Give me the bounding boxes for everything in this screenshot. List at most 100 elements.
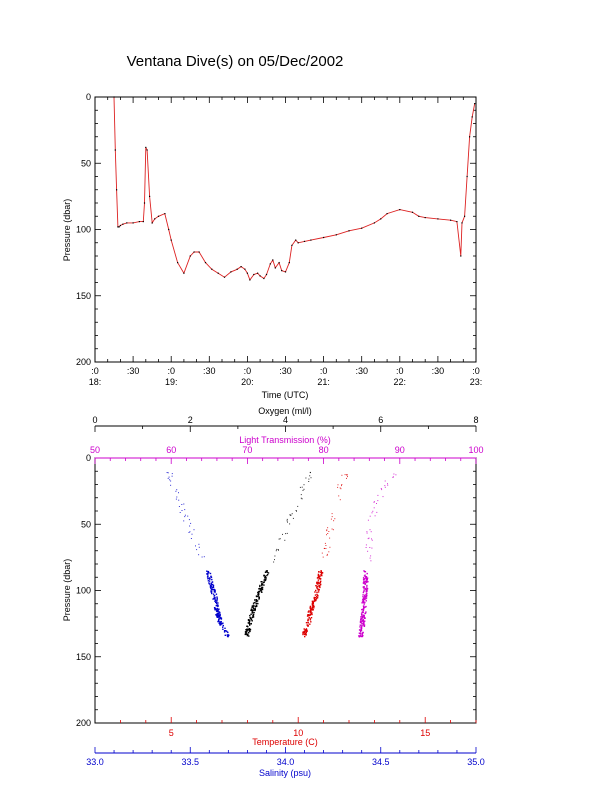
- data-point: [291, 244, 293, 246]
- temperature-point: [307, 624, 309, 626]
- oxygen-point: [275, 550, 277, 552]
- data-point: [142, 221, 144, 223]
- data-point: [154, 218, 156, 220]
- salinity-point: [167, 477, 169, 479]
- temperature-point: [302, 632, 304, 634]
- light_transmission-point: [360, 628, 362, 630]
- temperature-point: [318, 576, 320, 578]
- salinity-axis-label: Salinity (psu): [259, 768, 311, 778]
- salinity-point: [215, 601, 218, 603]
- data-point: [253, 273, 255, 276]
- oxygen-point: [308, 481, 310, 482]
- data-point: [259, 275, 261, 277]
- salinity-point: [198, 546, 200, 548]
- temperature-point: [305, 622, 308, 624]
- oxygen-point: [247, 619, 250, 621]
- salinity-point: [201, 556, 203, 558]
- top-plot-y-label: Pressure (dbar): [62, 199, 72, 262]
- temperature-point: [310, 621, 312, 623]
- salinity-point: [222, 626, 224, 628]
- light_transmission-point: [362, 598, 364, 601]
- y-tick-label: 150: [76, 291, 91, 301]
- salinity-point: [215, 609, 217, 611]
- y-tick-label: 50: [81, 158, 91, 168]
- light_transmission-point: [359, 621, 362, 624]
- salinity-point: [178, 492, 179, 494]
- temperature-point: [307, 621, 309, 624]
- light_transmission-point: [360, 626, 363, 628]
- salinity-point: [216, 612, 219, 615]
- light_transmission-point: [364, 588, 367, 590]
- temperature-point: [308, 616, 310, 619]
- salinity-point: [175, 490, 177, 492]
- oxygen-point: [249, 624, 251, 626]
- temperature-tick-label: 5: [169, 728, 174, 738]
- oxygen-point: [248, 629, 250, 631]
- data-point: [411, 211, 414, 213]
- data-point: [380, 218, 382, 220]
- data-point: [249, 279, 251, 281]
- salinity-point: [212, 586, 215, 588]
- light_transmission-point: [359, 620, 362, 623]
- salinity-tick-label: 33.5: [181, 757, 199, 767]
- oxygen-point: [247, 634, 249, 636]
- light_transmission-point: [362, 620, 364, 622]
- pressure-time-markers: [113, 96, 476, 281]
- salinity-point: [222, 624, 224, 627]
- light_transmission-point: [387, 483, 388, 485]
- light_transmission-point: [360, 616, 362, 618]
- salinity-point: [218, 618, 221, 620]
- light_transmission-point: [358, 629, 361, 631]
- light_transmission-point: [363, 598, 365, 600]
- oxygen-point: [252, 609, 254, 611]
- oxygen-point: [265, 570, 267, 573]
- salinity-point: [189, 525, 191, 527]
- light_transmission-point: [363, 590, 365, 592]
- oxygen-point: [291, 513, 293, 515]
- data-point: [471, 116, 473, 118]
- light_transmission-point: [376, 511, 378, 513]
- bottom-plot-frame: [94, 457, 477, 724]
- light_transmission-point: [365, 593, 367, 596]
- light-transmission-axis-label: Light Transmission (%): [239, 435, 331, 445]
- salinity-point: [189, 531, 191, 533]
- data-point: [177, 262, 179, 264]
- temperature-point: [313, 607, 315, 609]
- salinity-point: [217, 604, 219, 607]
- top-plot-x-label: Time (UTC): [262, 390, 309, 400]
- salinity-point: [211, 578, 213, 581]
- salinity-point: [170, 480, 172, 482]
- salinity-point: [191, 533, 193, 535]
- light_transmission-point: [358, 632, 361, 634]
- temperature-point: [329, 546, 331, 548]
- oxygen-point: [248, 628, 251, 630]
- temperature-axis-label: Temperature (C): [252, 737, 318, 747]
- light_transmission-point: [384, 486, 386, 488]
- salinity-point: [227, 631, 229, 634]
- temperature-point: [302, 631, 304, 633]
- temperature-point: [337, 484, 339, 486]
- temperature-point: [311, 606, 313, 609]
- oxygen-point: [309, 475, 311, 477]
- temperature-point: [312, 604, 315, 607]
- salinity-point: [215, 614, 218, 616]
- temperature-point: [333, 520, 335, 522]
- temperature-point: [347, 476, 348, 478]
- data-point: [469, 136, 471, 138]
- oxygen-point: [261, 588, 264, 590]
- temperature-point: [332, 529, 334, 531]
- data-point: [265, 273, 268, 276]
- light_transmission-point: [362, 634, 364, 637]
- temperature-point: [308, 610, 310, 612]
- temperature-point: [312, 601, 315, 604]
- salinity-point: [220, 621, 222, 623]
- salinity-point: [226, 635, 229, 638]
- x-tick-label-hour: 20:: [241, 377, 254, 387]
- data-point: [246, 272, 248, 274]
- oxygen-point: [266, 574, 268, 577]
- salinity-point: [175, 498, 177, 500]
- oxygen-point: [256, 600, 259, 602]
- oxygen-point: [258, 590, 260, 593]
- light-transmission-tick-label: 60: [166, 445, 176, 455]
- temperature-point: [318, 571, 320, 573]
